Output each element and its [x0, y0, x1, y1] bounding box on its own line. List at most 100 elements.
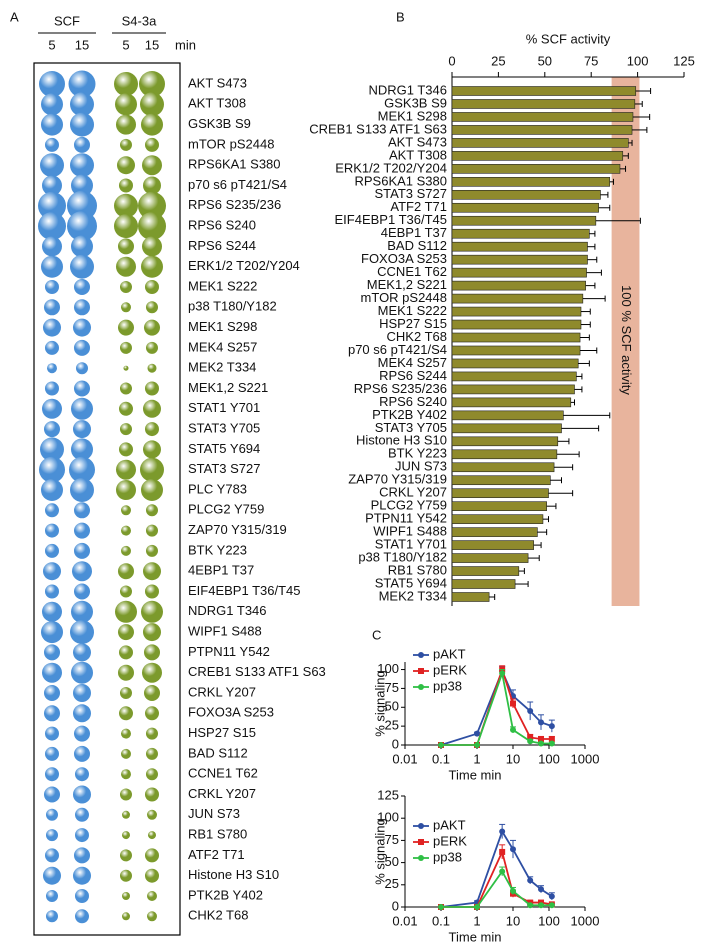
data-point [538, 735, 545, 742]
bubble [117, 156, 135, 175]
bubble [45, 523, 59, 538]
bubble [70, 153, 94, 178]
bubble [120, 849, 132, 862]
group-label: S4-3a [122, 13, 157, 28]
bar [451, 579, 516, 589]
bubble [42, 175, 62, 196]
bubble [73, 643, 91, 662]
category-label: RPS6KA1 S380 [354, 173, 447, 188]
bubble [44, 685, 60, 701]
category-label: MEK1 S222 [378, 303, 447, 318]
category-label: ERK1/2 T202/Y204 [335, 160, 447, 175]
bubble [147, 363, 157, 373]
bubble [145, 706, 159, 721]
bubble [119, 706, 133, 721]
bubble [144, 319, 160, 336]
bar [451, 358, 579, 369]
bar [451, 592, 490, 602]
bubble [145, 787, 159, 802]
bubble [39, 71, 65, 97]
category-label: AKT S473 [388, 134, 447, 149]
bubble [147, 891, 157, 901]
x-axis-label: Time min [449, 929, 502, 944]
bubble [144, 685, 160, 701]
bubble [142, 662, 162, 683]
y-axis-label: % signaling [372, 818, 387, 885]
bubble [148, 831, 156, 840]
data-point [548, 723, 555, 730]
bubble [143, 440, 161, 459]
row-label: NDRG1 T346 [188, 603, 267, 618]
bubble [74, 847, 90, 864]
bubble [42, 398, 62, 419]
bubble [41, 255, 63, 278]
category-label: RB1 S780 [388, 562, 447, 577]
category-label: CREB1 S133 ATF1 S63 [309, 121, 447, 136]
bubble [74, 339, 90, 356]
row-label: HSP27 S15 [188, 725, 256, 740]
bubble [46, 808, 58, 821]
row-label: Histone H3 S10 [188, 867, 279, 882]
category-label: MEK1,2 S221 [367, 277, 447, 292]
category-label: JUN S73 [395, 459, 447, 474]
bubble [119, 645, 133, 660]
legend-label: pAKT [433, 817, 466, 832]
bubble [43, 318, 61, 337]
bubble [43, 562, 61, 581]
bubble [143, 399, 161, 418]
bar [451, 527, 538, 537]
bubble [139, 71, 165, 97]
bubble [119, 178, 133, 193]
y-axis-label: % signaling [372, 670, 387, 737]
bar [451, 151, 624, 161]
bubble [44, 644, 60, 661]
row-label: ERK1/2 T202/Y204 [188, 258, 300, 273]
bubble [75, 909, 89, 924]
bubble [73, 785, 91, 804]
category-label: RPS6 S244 [379, 368, 447, 383]
bubble [75, 828, 89, 843]
bubble [145, 280, 159, 294]
bubble [74, 502, 90, 519]
category-label: MEK4 S257 [378, 355, 447, 370]
row-label: RPS6 S235/236 [188, 197, 281, 212]
row-label: MEK1 S298 [188, 319, 257, 334]
bar [451, 449, 558, 460]
row-label: PLCG2 Y759 [188, 502, 264, 517]
bar [451, 332, 581, 343]
bubble [138, 212, 166, 241]
bubble [121, 545, 131, 556]
category-label: CCNE1 T62 [377, 264, 447, 279]
bubble [45, 503, 59, 518]
category-label: p70 s6 pT421/S4 [348, 342, 447, 357]
bubble [70, 620, 94, 645]
bubble [121, 302, 131, 313]
row-label: RB1 S780 [188, 827, 247, 842]
bubble [41, 93, 63, 116]
panel-letter: C [372, 627, 381, 642]
bubble [70, 112, 94, 137]
bar [451, 189, 601, 200]
category-label: BTK Y223 [388, 446, 447, 461]
bubble [42, 236, 62, 257]
x-tick-label: 25 [491, 53, 505, 68]
bubble [68, 70, 96, 98]
row-label: STAT1 Y701 [188, 400, 260, 415]
bubble [70, 92, 94, 117]
bubble [74, 522, 90, 539]
bubble [120, 423, 132, 436]
bubble [72, 561, 92, 582]
bubble [121, 525, 131, 536]
row-label: PLC Y783 [188, 481, 247, 496]
bubble [74, 725, 90, 742]
category-label: GSK3B S9 [384, 95, 447, 110]
bubble [146, 341, 158, 354]
bar [451, 293, 584, 304]
bubble [115, 600, 137, 623]
x-tick-label: 50 [538, 53, 552, 68]
category-label: BAD S112 [387, 238, 447, 253]
data-point [538, 886, 545, 893]
y-tick-label: 100 [377, 661, 399, 676]
bubble [45, 543, 59, 558]
row-label: WIPF1 S488 [188, 624, 262, 639]
